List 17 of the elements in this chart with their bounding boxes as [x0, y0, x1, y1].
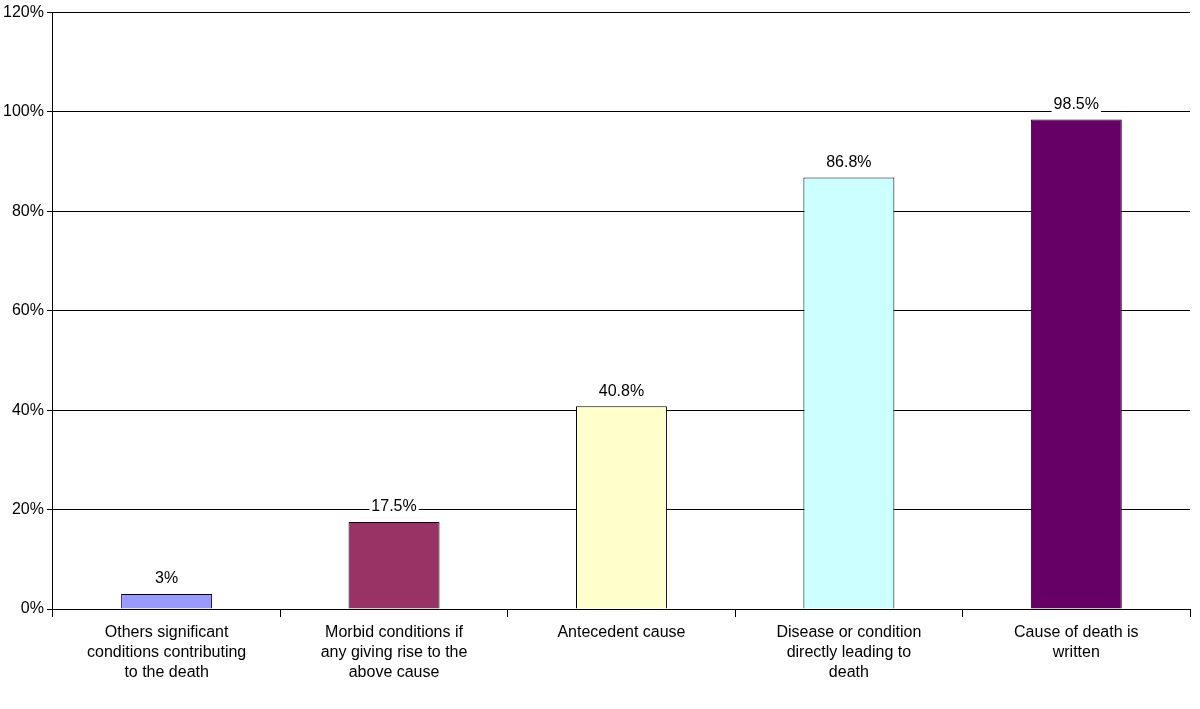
x-tick-label: Others significant conditions contributing to the death — [87, 623, 247, 681]
data-label: 98.5% — [1053, 94, 1099, 112]
data-label: 17.5% — [371, 497, 417, 515]
y-tick-label: 20% — [11, 500, 44, 518]
y-tick-label: 120% — [3, 3, 44, 21]
y-tick-label: 40% — [11, 400, 44, 418]
x-tick-label: Cause of death is written — [1014, 623, 1139, 661]
data-label: 40.8% — [598, 381, 645, 399]
data-label: 3% — [155, 569, 179, 587]
x-tick-label: Disease or condition directly leading to death — [776, 623, 922, 681]
x-tick-label: Morbid conditions if any giving rise to the above cause — [320, 623, 468, 681]
y-tick-label: 80% — [11, 201, 44, 219]
y-tick-label: 100% — [3, 102, 44, 120]
y-tick-label: 0% — [20, 599, 44, 617]
y-tick-label: 60% — [11, 301, 44, 319]
x-tick-label: Antecedent cause — [557, 623, 686, 641]
data-label: 86.8% — [826, 153, 872, 171]
